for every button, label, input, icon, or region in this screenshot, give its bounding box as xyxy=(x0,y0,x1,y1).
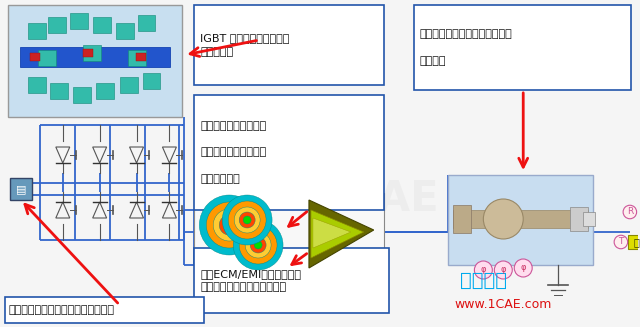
FancyBboxPatch shape xyxy=(30,53,40,61)
FancyBboxPatch shape xyxy=(83,49,93,57)
FancyBboxPatch shape xyxy=(5,297,204,323)
Text: 传动轴、齿轮箱结构应力、疲劳

寿命分析: 传动轴、齿轮箱结构应力、疲劳 寿命分析 xyxy=(420,29,513,66)
FancyBboxPatch shape xyxy=(28,77,46,93)
Text: R: R xyxy=(627,208,633,216)
FancyBboxPatch shape xyxy=(570,207,588,231)
Circle shape xyxy=(245,232,271,258)
FancyBboxPatch shape xyxy=(195,193,384,273)
Circle shape xyxy=(239,226,277,264)
FancyBboxPatch shape xyxy=(28,23,46,39)
Circle shape xyxy=(474,261,492,279)
Circle shape xyxy=(220,215,239,235)
Text: 工: 工 xyxy=(634,237,640,247)
Polygon shape xyxy=(311,210,364,258)
Circle shape xyxy=(250,237,266,253)
Text: www.1CAE.com: www.1CAE.com xyxy=(454,299,552,312)
Polygon shape xyxy=(313,218,351,248)
Circle shape xyxy=(233,220,283,270)
Text: 仿真在线: 仿真在线 xyxy=(460,270,508,289)
Circle shape xyxy=(222,195,272,245)
Circle shape xyxy=(483,199,524,239)
Text: φ: φ xyxy=(481,266,486,274)
FancyBboxPatch shape xyxy=(83,45,100,61)
FancyBboxPatch shape xyxy=(143,73,161,89)
FancyBboxPatch shape xyxy=(48,17,66,33)
Circle shape xyxy=(243,216,251,224)
FancyBboxPatch shape xyxy=(95,83,114,99)
Circle shape xyxy=(254,241,262,249)
Circle shape xyxy=(228,201,266,239)
Text: 电机磁场、流体散热、

结构强度、振动噪音、

控制性能分析: 电机磁场、流体散热、 结构强度、振动噪音、 控制性能分析 xyxy=(200,121,267,184)
Circle shape xyxy=(206,202,252,248)
FancyBboxPatch shape xyxy=(73,87,91,103)
Circle shape xyxy=(239,212,255,228)
Circle shape xyxy=(515,259,532,277)
FancyBboxPatch shape xyxy=(449,175,593,265)
FancyBboxPatch shape xyxy=(454,205,472,233)
Circle shape xyxy=(234,207,260,233)
Text: IGBT 流体温度、结构、电
磁兼容分析: IGBT 流体温度、结构、电 磁兼容分析 xyxy=(200,33,290,57)
FancyBboxPatch shape xyxy=(136,53,145,61)
Text: T: T xyxy=(618,237,623,247)
FancyBboxPatch shape xyxy=(116,23,134,39)
Polygon shape xyxy=(309,200,374,268)
FancyBboxPatch shape xyxy=(70,13,88,29)
FancyBboxPatch shape xyxy=(127,50,145,66)
FancyBboxPatch shape xyxy=(413,5,631,90)
FancyBboxPatch shape xyxy=(8,5,182,117)
Text: ▤: ▤ xyxy=(15,184,26,194)
FancyBboxPatch shape xyxy=(120,77,138,93)
Text: φ: φ xyxy=(520,264,526,272)
FancyBboxPatch shape xyxy=(20,47,170,67)
Circle shape xyxy=(494,261,512,279)
FancyBboxPatch shape xyxy=(454,210,588,228)
FancyBboxPatch shape xyxy=(195,5,384,85)
FancyBboxPatch shape xyxy=(195,248,388,313)
FancyBboxPatch shape xyxy=(138,15,156,31)
Text: 4CAE1CAE: 4CAE1CAE xyxy=(198,179,439,221)
FancyBboxPatch shape xyxy=(38,50,56,66)
Text: 电池电化学、温度、流体、结构分析: 电池电化学、温度、流体、结构分析 xyxy=(9,305,115,315)
FancyBboxPatch shape xyxy=(628,235,640,249)
FancyBboxPatch shape xyxy=(195,95,384,210)
Circle shape xyxy=(224,220,234,230)
Text: φ: φ xyxy=(500,266,506,274)
Text: 母线ECM/EMI、结构强度、
热计算、温度分析、参数提取: 母线ECM/EMI、结构强度、 热计算、温度分析、参数提取 xyxy=(200,269,301,292)
FancyBboxPatch shape xyxy=(50,83,68,99)
Circle shape xyxy=(199,195,259,255)
FancyBboxPatch shape xyxy=(93,17,111,33)
Circle shape xyxy=(213,209,245,241)
FancyBboxPatch shape xyxy=(583,212,595,226)
FancyBboxPatch shape xyxy=(10,178,32,200)
